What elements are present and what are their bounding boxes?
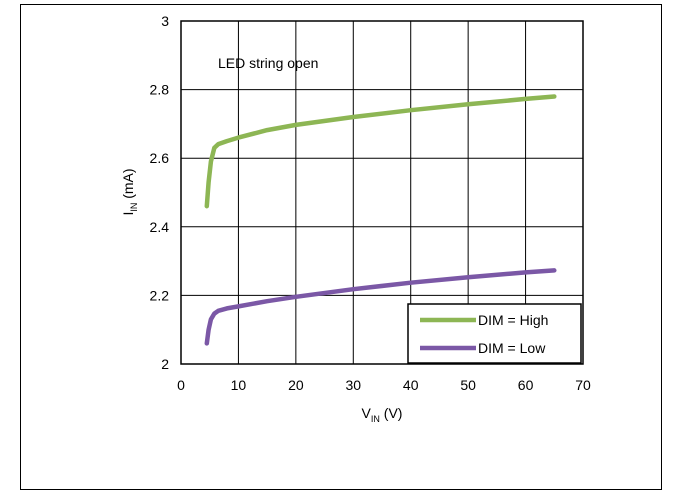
plot-area [180, 20, 584, 365]
y-tick-label: 2.8 [150, 82, 170, 98]
y-tick-labels: 2 2.2 2.4 2.6 2.8 3 [150, 13, 170, 372]
legend: DIM = High DIM = Low [407, 303, 582, 364]
y-tick-label: 3 [161, 13, 169, 29]
x-tick-label: 10 [231, 377, 247, 393]
y-tick-label: 2 [161, 356, 169, 372]
y-tick-label: 2.2 [150, 287, 170, 303]
y-axis-label: IIN (mA) [120, 168, 139, 215]
figure-frame [20, 4, 662, 490]
x-axis-label: VIN (V) [362, 405, 403, 424]
series-line-dim-low [204, 268, 557, 346]
x-tick-label: 70 [575, 377, 591, 393]
legend-box [407, 303, 582, 364]
x-tick-label: 20 [288, 377, 304, 393]
series-group [204, 94, 557, 346]
y-tick-label: 2.6 [150, 150, 170, 166]
x-tick-label: 50 [460, 377, 476, 393]
y-tick-label: 2.4 [150, 219, 170, 235]
series-line-dim-high [204, 94, 557, 209]
x-tick-label: 0 [177, 377, 185, 393]
x-tick-labels: 0 10 20 30 40 50 60 70 [177, 377, 591, 393]
legend-label-high: DIM = High [478, 312, 548, 328]
x-tick-label: 60 [518, 377, 534, 393]
x-tick-label: 30 [345, 377, 361, 393]
x-tick-label: 40 [403, 377, 419, 393]
annotation-text: LED string open [218, 55, 318, 71]
legend-label-low: DIM = Low [478, 340, 546, 356]
